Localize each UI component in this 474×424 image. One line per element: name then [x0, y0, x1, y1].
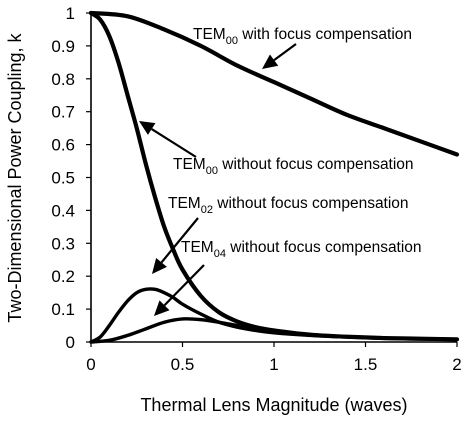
tem02-without-comp-line	[89, 287, 459, 344]
x-tick-label: 0.5	[171, 355, 195, 374]
y-tick-label: 0.7	[51, 103, 75, 122]
arrows	[139, 43, 297, 316]
y-tick-label: 0.8	[51, 70, 75, 89]
annotation-tem04-without-comp: TEM04 without focus compensation	[181, 239, 422, 260]
y-tick-label: 0.1	[51, 300, 75, 319]
y-tick-label: 0.4	[51, 201, 75, 220]
x-tick-label: 1	[269, 355, 278, 374]
tem00-with-comp-line	[88, 10, 460, 157]
tem04-without-comp-line	[89, 317, 459, 344]
curves	[88, 10, 460, 344]
arrow-tem02-without-comp	[152, 217, 199, 274]
arrow-tem00-without-comp	[139, 121, 197, 158]
arrow-tem00-with-comp	[262, 43, 297, 69]
arrow-tem04-without-comp	[154, 264, 205, 316]
y-axis-title: Two-Dimensional Power Coupling, k	[5, 32, 25, 322]
y-tick-label: 0.3	[51, 234, 75, 253]
y-tick-label: 0.6	[51, 136, 75, 155]
annotation-tem00-with-comp: TEM00 with focus compensation	[193, 26, 412, 47]
y-tick-label: 0.2	[51, 267, 75, 286]
annotation-tem00-without-comp: TEM00 without focus compensation	[173, 156, 414, 177]
x-axis-title: Thermal Lens Magnitude (waves)	[140, 395, 407, 415]
x-tick-label: 2	[452, 355, 461, 374]
x-tick-label: 1.5	[354, 355, 378, 374]
y-tick-label: 0	[66, 333, 75, 352]
y-ticks: 0 0.1 0.2 0.3 0.4 0.5 0.6 0.7 0.8 0.9 1	[51, 4, 91, 352]
y-tick-label: 0.9	[51, 37, 75, 56]
y-tick-label: 0.5	[51, 169, 75, 188]
y-tick-label: 1	[66, 4, 75, 23]
annotations: TEM00 with focus compensation TEM00 with…	[168, 26, 422, 260]
x-ticks: 0 0.5 1 1.5 2	[86, 342, 462, 374]
x-tick-label: 0	[86, 355, 95, 374]
annotation-tem02-without-comp: TEM02 without focus compensation	[168, 195, 409, 216]
